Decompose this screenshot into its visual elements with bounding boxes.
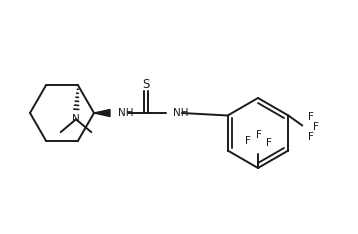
Text: F: F [313,121,319,132]
Text: N: N [72,114,80,124]
Text: F: F [308,132,314,142]
Text: S: S [142,78,150,91]
Text: NH: NH [118,108,134,118]
Text: F: F [266,138,272,148]
Text: F: F [308,111,314,121]
Polygon shape [94,110,110,117]
Text: F: F [256,130,262,140]
Text: F: F [245,136,251,146]
Text: NH: NH [173,108,189,118]
